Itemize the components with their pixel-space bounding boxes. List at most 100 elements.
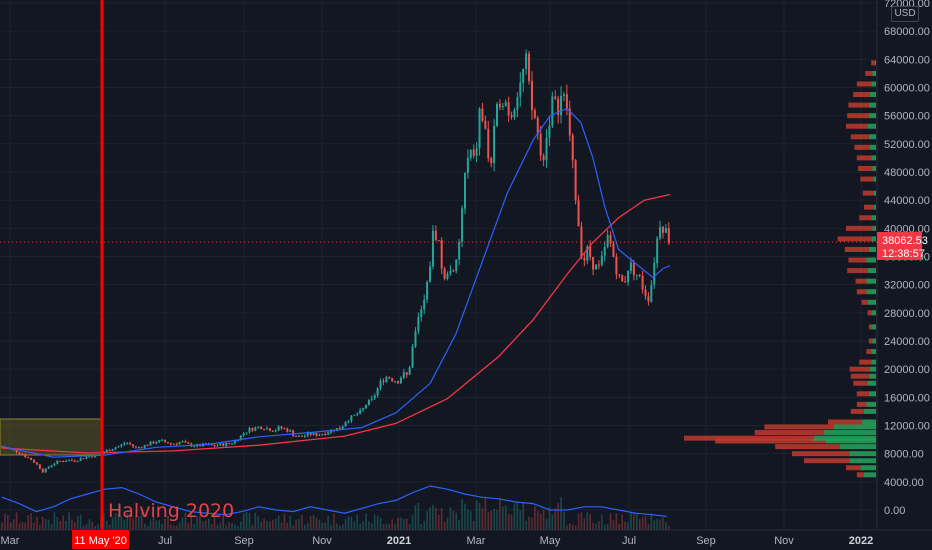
candle-body [213,445,216,447]
candle-body [312,433,315,435]
candle-body [478,108,481,149]
volume-profile-bar-down [715,438,826,444]
volume-bar [443,521,446,530]
last-price-label: 38062.53 [882,235,928,247]
volume-profile-bar-down [856,401,867,407]
candle-body [62,461,65,463]
candle-body [516,97,519,110]
candle-body [638,274,641,277]
candle-body [606,234,609,248]
volume-bar [82,525,85,530]
volume-profile-bar-down [855,278,867,284]
volume-bar [615,513,618,530]
candle-body [560,95,563,116]
candle-body [47,466,50,469]
price-tick-label: 16000.00 [884,392,930,404]
volume-profile-bar-down [754,430,824,436]
volume-bar [440,507,443,530]
candle-body [263,429,266,431]
time-tick-label: May [540,535,561,547]
candle-body [420,309,423,318]
volume-profile-bar-up [849,451,876,457]
volume-bar [624,521,626,530]
candle-body [664,228,667,233]
volume-bar [446,517,449,530]
candle-body [609,234,612,244]
volume-bar [106,520,108,530]
volume-bar [437,514,440,530]
volume-bar [271,520,274,530]
volume-profile-bar-down [846,465,861,471]
candle-body [644,289,647,297]
candle-body [411,346,414,368]
volume-bar [365,513,367,530]
volume-bar [650,513,653,530]
time-tick-label: Jul [158,535,172,547]
price-axis-labels: 0.00 4000.00 8000.00 12000.00 16000.00 20000.… [884,0,930,517]
volume-profile-bar-up [867,123,876,129]
candle-body [111,449,114,451]
candle-body [597,264,600,266]
candle-body [490,158,493,164]
volume-bar [257,516,260,530]
candle-body [496,103,499,126]
volume-bar [135,515,137,530]
volume-bar [248,513,251,530]
volume-profile-bar-down [792,451,850,457]
volume-bar [545,518,548,530]
candle-body [452,270,455,272]
volume-profile-bar-down [858,165,873,171]
volume-bar [577,513,580,530]
candle-body [545,137,548,161]
volume-bar [589,514,591,530]
candle-body [187,442,190,444]
volume-bar [341,524,344,530]
volume-bar [327,515,329,530]
volume-bar [245,512,248,530]
price-tick-label: 72000.00 [884,0,930,10]
candle-body [41,468,44,473]
volume-profile-bar-down [868,338,873,344]
volume-bar [79,514,82,530]
volume-profile-bar-down [859,215,872,221]
price-axis[interactable] [877,0,932,550]
currency-badge[interactable]: USD [891,6,919,22]
volume-bar [18,523,21,530]
volume-profile-bar-up [870,92,876,98]
candle-body [59,460,62,462]
volume-profile-bar-down [853,92,870,98]
price-tick-label: 52000.00 [884,139,930,151]
volume-bar [551,514,554,530]
volume-profile-bar-up [872,165,876,171]
volume-bar [333,513,335,530]
volume-bar [175,525,178,530]
candle-body [65,460,68,462]
candle-body [248,428,251,433]
candle-body [542,155,545,161]
volume-profile-bar-down [868,324,872,330]
volume-bar [289,515,292,530]
candle-body [117,446,120,448]
volume-bar [199,516,201,530]
volume-profile-bar-up [871,349,876,355]
candle-body [629,262,632,271]
volume-profile-bar-up [872,338,876,344]
volume-profile-bar-down [850,373,869,379]
volume-bar [580,512,583,530]
candle-body [225,443,228,446]
candle-body [280,426,283,429]
candle-body [166,442,169,444]
volume-bar [662,517,664,530]
candle-body [175,443,178,445]
volume-bar [432,504,434,530]
volume-bar [376,515,379,530]
volume-bar [569,523,571,530]
volume-bar [167,515,169,530]
volume-bar [400,517,402,530]
time-axis[interactable] [0,530,932,550]
volume-profile-bar-up [864,472,876,478]
volume-bar [502,506,504,530]
volume-profile-bar-down [850,408,864,414]
volume-bar [315,517,318,530]
